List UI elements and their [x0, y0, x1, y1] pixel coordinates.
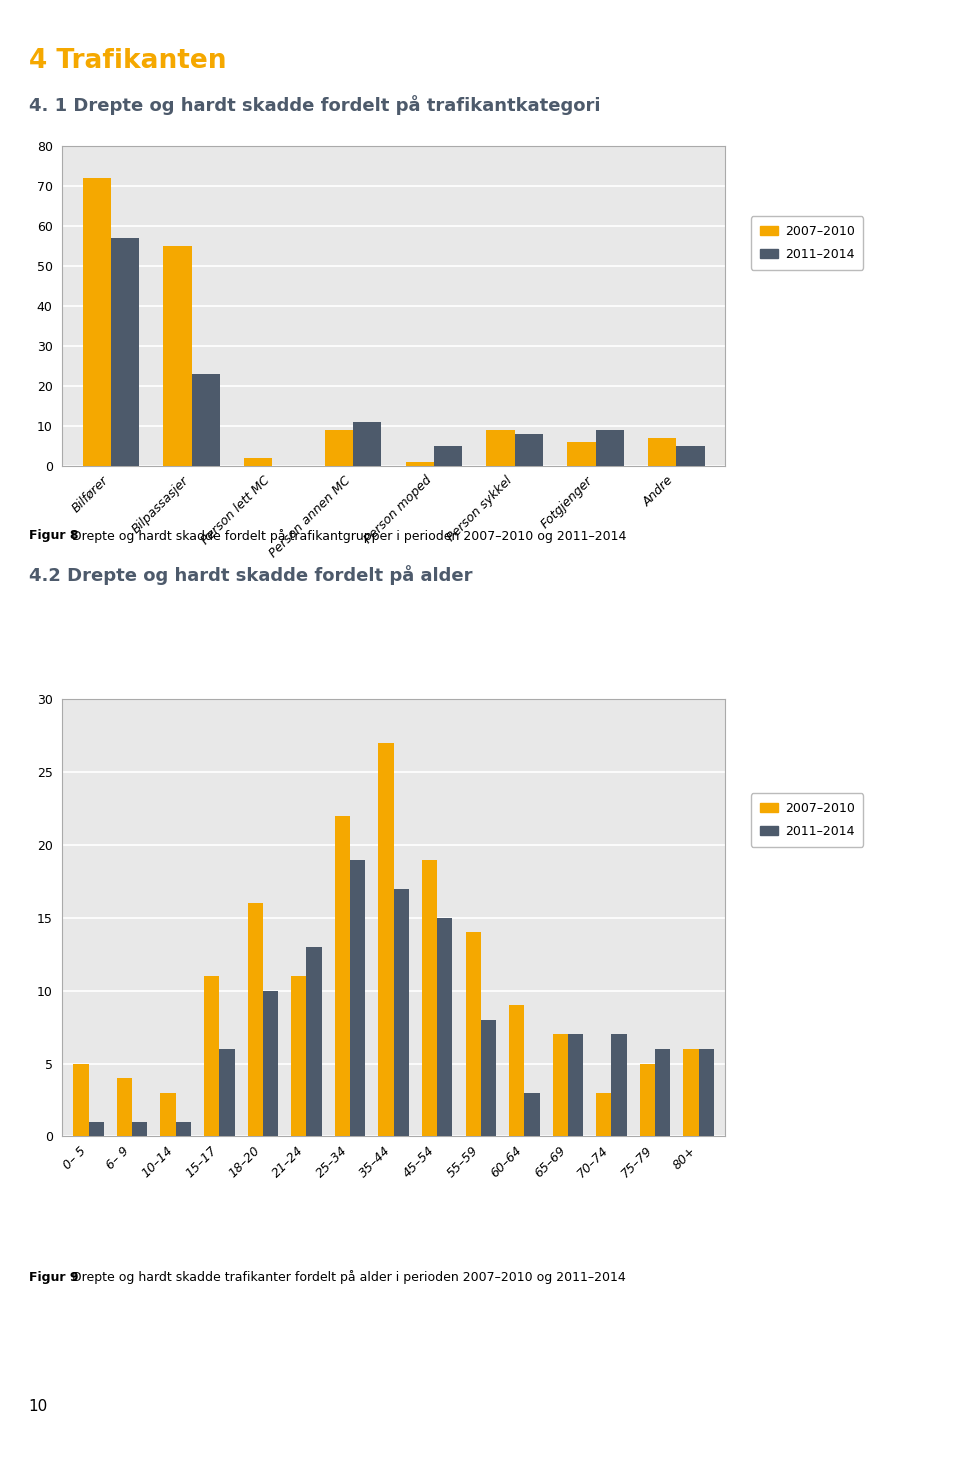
Bar — [88, 1122, 104, 1136]
Bar — [204, 976, 219, 1136]
Bar — [567, 443, 595, 466]
Text: 4. 1 Drepte og hardt skadde fordelt på trafikantkategori: 4. 1 Drepte og hardt skadde fordelt på t… — [29, 95, 600, 115]
Legend: 2007–2010, 2011–2014: 2007–2010, 2011–2014 — [751, 216, 863, 270]
Bar — [406, 462, 434, 466]
Bar — [219, 1049, 234, 1136]
Bar — [515, 434, 543, 466]
Text: 10: 10 — [29, 1399, 48, 1413]
Bar — [335, 816, 350, 1136]
Bar — [132, 1122, 148, 1136]
Bar — [655, 1049, 670, 1136]
Text: Drepte og hardt skadde fordelt på trafikantgrupper i perioden 2007–2010 og 2011–: Drepte og hardt skadde fordelt på trafik… — [72, 529, 627, 543]
Bar — [568, 1034, 583, 1136]
Bar — [612, 1034, 627, 1136]
Bar — [117, 1078, 132, 1136]
Bar — [306, 947, 322, 1136]
Bar — [596, 1093, 612, 1136]
Bar — [677, 446, 705, 466]
Bar — [487, 430, 515, 466]
Bar — [160, 1093, 176, 1136]
Bar — [353, 423, 381, 466]
Bar — [394, 889, 409, 1136]
Legend: 2007–2010, 2011–2014: 2007–2010, 2011–2014 — [751, 793, 863, 847]
Bar — [248, 903, 263, 1136]
Bar — [378, 743, 394, 1136]
Bar — [291, 976, 306, 1136]
Bar — [595, 430, 624, 466]
Bar — [648, 439, 677, 466]
Bar — [434, 446, 463, 466]
Bar — [524, 1093, 540, 1136]
Bar — [509, 1005, 524, 1136]
Bar — [422, 860, 437, 1136]
Text: 4.2 Drepte og hardt skadde fordelt på alder: 4.2 Drepte og hardt skadde fordelt på al… — [29, 565, 472, 586]
Text: Figur 8: Figur 8 — [29, 529, 79, 542]
Bar — [83, 178, 110, 466]
Text: Figur 9: Figur 9 — [29, 1271, 79, 1284]
Bar — [163, 246, 192, 466]
Bar — [553, 1034, 568, 1136]
Bar — [437, 918, 452, 1136]
Bar — [684, 1049, 699, 1136]
Bar — [176, 1122, 191, 1136]
Bar — [244, 457, 273, 466]
Text: Drepte og hardt skadde trafikanter fordelt på alder i perioden 2007–2010 og 2011: Drepte og hardt skadde trafikanter forde… — [72, 1271, 626, 1285]
Bar — [699, 1049, 714, 1136]
Text: 4 Trafikanten: 4 Trafikanten — [29, 48, 227, 74]
Bar — [192, 374, 220, 466]
Bar — [263, 991, 278, 1136]
Bar — [110, 237, 139, 466]
Bar — [639, 1064, 655, 1136]
Bar — [73, 1064, 88, 1136]
Bar — [466, 932, 481, 1136]
Bar — [324, 430, 353, 466]
Bar — [350, 860, 365, 1136]
Bar — [481, 1020, 496, 1136]
